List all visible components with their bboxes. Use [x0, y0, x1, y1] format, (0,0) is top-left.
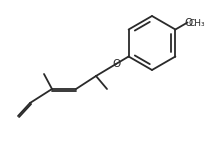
Text: CH₃: CH₃ [188, 19, 205, 27]
Text: O: O [113, 59, 121, 69]
Text: O: O [184, 18, 193, 27]
